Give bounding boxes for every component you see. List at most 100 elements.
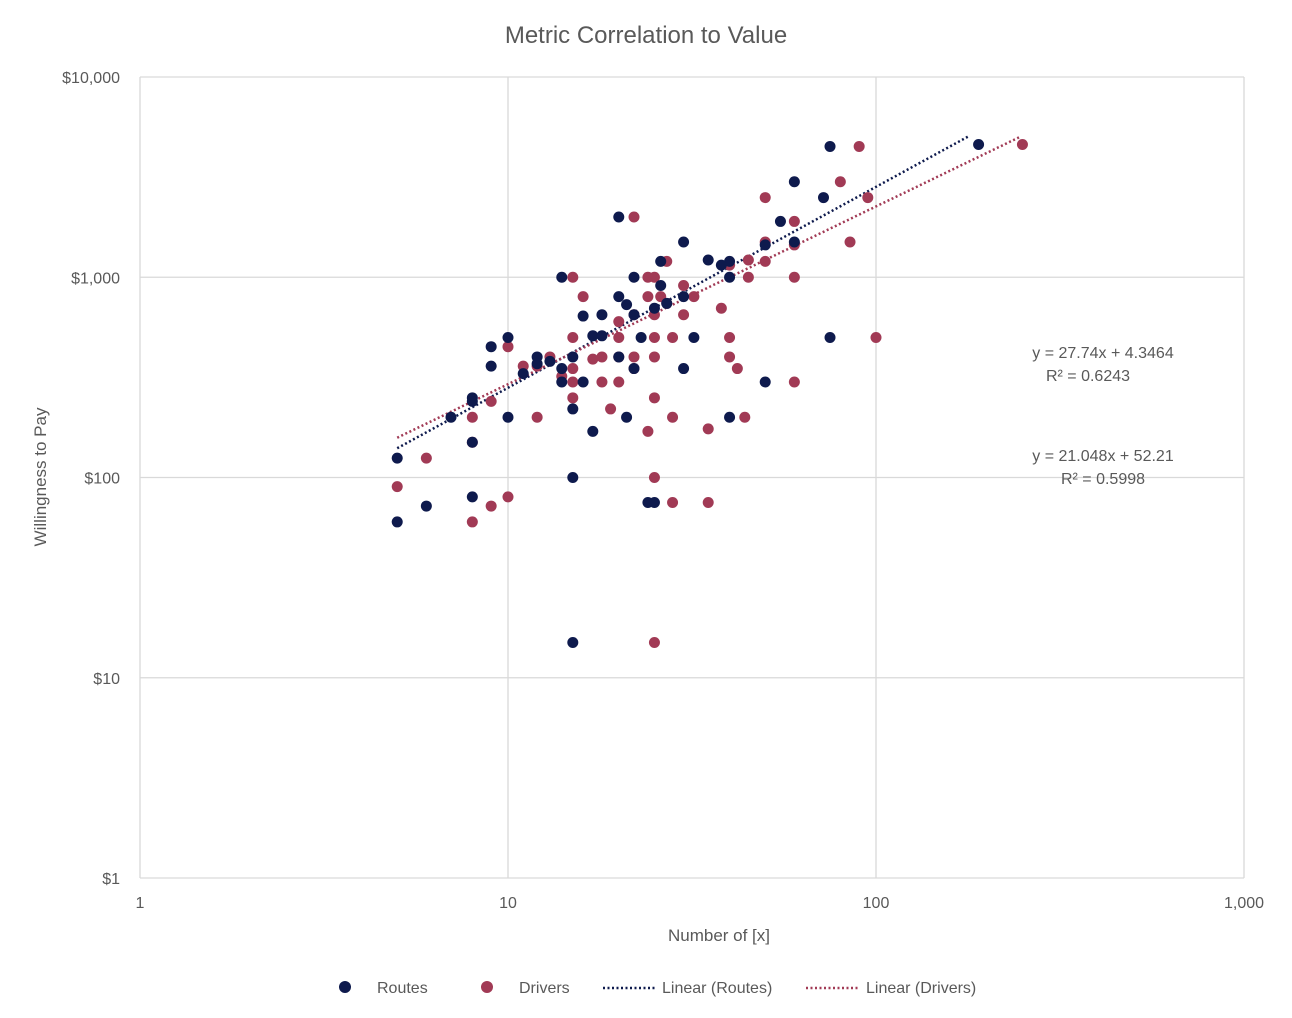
data-point-drivers xyxy=(678,279,690,291)
data-point-drivers xyxy=(485,395,497,407)
data-point-drivers xyxy=(739,411,751,423)
data-point-drivers xyxy=(759,192,771,204)
data-point-drivers xyxy=(613,316,625,328)
data-point-drivers xyxy=(667,497,679,509)
data-point-drivers xyxy=(596,351,608,363)
data-point-routes xyxy=(628,271,640,283)
data-point-routes xyxy=(628,363,640,375)
data-point-drivers xyxy=(628,211,640,223)
data-point-drivers xyxy=(844,236,856,248)
data-point-routes xyxy=(613,291,625,303)
data-point-drivers xyxy=(642,425,654,437)
data-point-drivers xyxy=(731,363,743,375)
data-point-routes xyxy=(788,176,800,188)
data-point-drivers xyxy=(587,353,599,365)
data-point-routes xyxy=(391,516,403,528)
data-point-routes xyxy=(466,395,478,407)
data-point-drivers xyxy=(648,351,660,363)
data-point-routes xyxy=(485,360,497,372)
data-point-routes xyxy=(577,376,589,388)
legend-label-routes: Routes xyxy=(377,980,428,997)
x-tick-label: 10 xyxy=(499,895,517,912)
y-tick-label: $1,000 xyxy=(71,270,120,287)
data-point-drivers xyxy=(596,376,608,388)
data-point-routes xyxy=(577,310,589,322)
legend: Routes Drivers Linear (Routes) Linear (D… xyxy=(339,980,976,997)
data-point-routes xyxy=(420,500,432,512)
data-point-routes xyxy=(567,351,579,363)
data-point-routes xyxy=(567,403,579,415)
data-point-routes xyxy=(544,355,556,367)
data-point-drivers xyxy=(642,291,654,303)
data-point-drivers xyxy=(862,192,874,204)
data-point-drivers xyxy=(502,491,514,503)
equation-drivers: y = 21.048x + 52.21 xyxy=(1032,448,1174,465)
data-point-routes xyxy=(655,255,667,267)
data-point-drivers xyxy=(853,140,865,152)
data-point-routes xyxy=(466,491,478,503)
data-point-routes xyxy=(678,291,690,303)
data-point-routes xyxy=(466,436,478,448)
data-point-drivers xyxy=(702,423,714,435)
data-point-drivers xyxy=(567,376,579,388)
data-point-routes xyxy=(502,411,514,423)
legend-label-linear-drivers: Linear (Drivers) xyxy=(866,980,976,997)
data-point-routes xyxy=(661,297,673,309)
data-point-routes xyxy=(556,376,568,388)
data-point-routes xyxy=(702,254,714,266)
trendline-linear-drivers xyxy=(396,136,1020,439)
tick-labels: $1 $10 $100 $1,000 $10,000 1 10 100 1,000 xyxy=(62,70,1264,912)
legend-label-linear-routes: Linear (Routes) xyxy=(662,980,772,997)
x-tick-label: 100 xyxy=(863,895,890,912)
data-point-drivers xyxy=(567,392,579,404)
data-point-routes xyxy=(817,192,829,204)
data-point-drivers xyxy=(788,271,800,283)
data-point-drivers xyxy=(724,332,736,344)
data-point-drivers xyxy=(466,516,478,528)
data-point-drivers xyxy=(702,497,714,509)
data-point-drivers xyxy=(466,411,478,423)
data-point-drivers xyxy=(1016,139,1028,151)
data-point-routes xyxy=(567,472,579,483)
data-point-routes xyxy=(973,139,985,151)
data-point-routes xyxy=(621,411,633,423)
data-point-routes xyxy=(485,341,497,353)
data-point-drivers xyxy=(531,411,543,423)
data-point-routes xyxy=(648,302,660,314)
data-point-drivers xyxy=(715,302,727,314)
data-point-routes xyxy=(613,351,625,363)
legend-label-drivers: Drivers xyxy=(519,980,570,997)
data-point-routes xyxy=(556,271,568,283)
data-point-drivers xyxy=(648,392,660,404)
data-point-drivers xyxy=(688,291,700,303)
data-point-drivers xyxy=(567,363,579,375)
data-point-drivers xyxy=(502,341,514,353)
data-point-routes xyxy=(688,332,700,344)
r-squared-drivers: R² = 0.5998 xyxy=(1061,471,1145,488)
data-point-drivers xyxy=(628,351,640,363)
data-point-drivers xyxy=(605,403,617,415)
y-tick-label: $100 xyxy=(84,471,120,488)
data-point-drivers xyxy=(613,332,625,344)
data-point-routes xyxy=(596,309,608,321)
data-point-drivers xyxy=(788,376,800,388)
data-point-drivers xyxy=(648,271,660,283)
data-point-routes xyxy=(621,299,633,311)
x-axis-label: Number of [x] xyxy=(668,926,770,945)
data-point-routes xyxy=(556,363,568,375)
data-point-routes xyxy=(759,376,771,388)
data-point-routes xyxy=(635,332,647,344)
data-point-routes xyxy=(648,497,660,509)
data-point-routes xyxy=(724,411,736,423)
points-layer xyxy=(391,139,1028,648)
data-point-routes xyxy=(587,425,599,437)
data-point-routes xyxy=(596,330,608,342)
data-point-routes xyxy=(824,332,836,344)
data-point-routes xyxy=(715,259,727,271)
data-point-drivers xyxy=(517,360,529,372)
data-point-routes xyxy=(445,411,457,423)
data-point-drivers xyxy=(420,452,432,464)
data-point-drivers xyxy=(678,309,690,321)
x-tick-label: 1,000 xyxy=(1224,895,1264,912)
data-point-routes xyxy=(678,236,690,248)
